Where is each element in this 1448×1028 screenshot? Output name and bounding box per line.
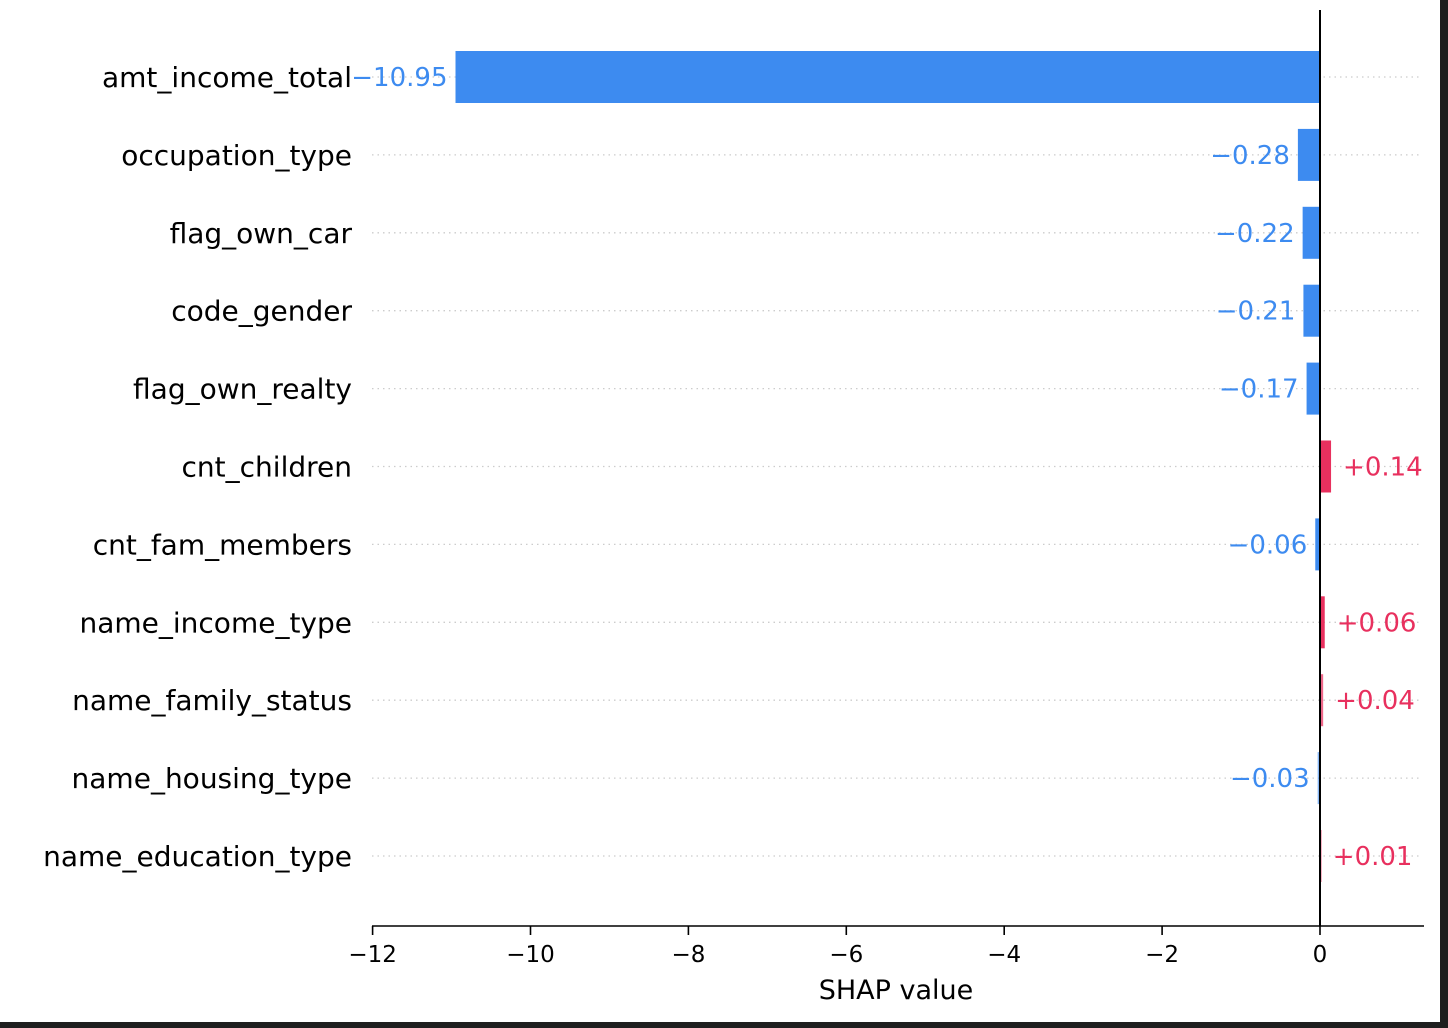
bars-layer — [455, 51, 1332, 882]
x-tick-label: −12 — [348, 942, 397, 968]
value-label: −0.03 — [1230, 764, 1310, 794]
category-label: code_gender — [171, 295, 352, 328]
x-tick-label: −6 — [829, 942, 863, 968]
bar — [1320, 674, 1324, 727]
value-label: −0.06 — [1228, 530, 1308, 560]
labels-layer: amt_income_total −10.95 occupation_type −0.… — [43, 61, 1423, 873]
category-label: name_income_type — [79, 606, 352, 639]
grid-layer — [372, 76, 1420, 857]
category-label: name_education_type — [43, 840, 352, 873]
category-label: occupation_type — [121, 139, 352, 172]
x-tick-label: −10 — [506, 942, 555, 968]
category-label: cnt_fam_members — [93, 528, 352, 561]
category-label: name_family_status — [72, 684, 352, 717]
x-axis-label: SHAP value — [819, 975, 974, 1006]
bar — [1306, 362, 1320, 415]
value-label: −0.21 — [1216, 297, 1296, 327]
x-tick-label: −2 — [1145, 942, 1179, 968]
category-label: name_housing_type — [72, 762, 352, 795]
x-tick-label: −8 — [671, 942, 705, 968]
category-label: cnt_children — [182, 451, 352, 484]
axis-layer: −12 −10 −8 −6 −4 −2 0 — [348, 10, 1424, 968]
x-tick-label: −4 — [987, 942, 1021, 968]
category-label: flag_own_car — [170, 217, 353, 250]
value-label: +0.04 — [1335, 686, 1415, 716]
value-label: +0.14 — [1343, 453, 1423, 483]
category-label: amt_income_total — [102, 61, 352, 94]
category-label: flag_own_realty — [133, 373, 352, 406]
bar — [455, 51, 1320, 103]
x-tick-label: 0 — [1313, 942, 1328, 968]
value-label: +0.06 — [1337, 608, 1417, 638]
bar — [1315, 518, 1320, 571]
bar — [1302, 206, 1320, 259]
value-label: +0.01 — [1333, 842, 1413, 872]
bar — [1320, 596, 1325, 649]
bar — [1320, 440, 1332, 493]
bar — [1297, 128, 1320, 181]
bar — [1317, 752, 1320, 805]
value-label: −0.22 — [1215, 219, 1295, 249]
value-label: −0.28 — [1210, 141, 1290, 171]
bar — [1303, 284, 1320, 337]
value-label: −10.95 — [351, 63, 447, 93]
value-label: −0.17 — [1219, 375, 1299, 405]
